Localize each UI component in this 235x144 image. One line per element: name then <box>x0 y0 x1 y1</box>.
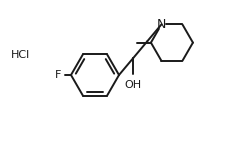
Text: HCl: HCl <box>10 50 30 60</box>
Text: N: N <box>157 18 166 31</box>
Text: F: F <box>55 70 61 80</box>
Text: OH: OH <box>125 80 142 90</box>
